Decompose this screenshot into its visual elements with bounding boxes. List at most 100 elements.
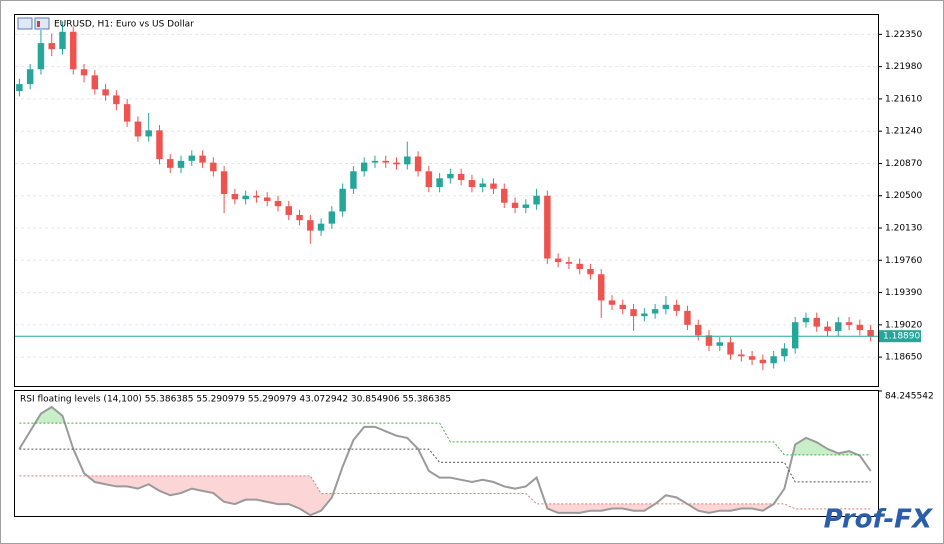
- candle-body: [511, 202, 519, 208]
- rsi-line: [18, 405, 872, 517]
- candle-body: [80, 69, 88, 76]
- candle-body: [145, 130, 152, 137]
- y-tick-label: 84.245542: [885, 392, 934, 402]
- candle-body: [188, 155, 196, 161]
- candle-body: [123, 104, 131, 122]
- candle-body: [16, 84, 23, 92]
- candle-body: [845, 322, 853, 325]
- candle-body: [220, 171, 228, 195]
- candle-body: [360, 162, 368, 172]
- candle-body: [791, 322, 799, 349]
- candle-body: [48, 43, 55, 50]
- chart-title: EURUSD, H1: Euro vs US Dollar: [54, 20, 194, 30]
- current-price-box: [879, 330, 921, 343]
- level-line: [19, 422, 871, 456]
- candle-body: [404, 156, 411, 165]
- candle-body: [554, 258, 562, 263]
- candle-body: [26, 69, 34, 85]
- candle-body: [436, 178, 443, 188]
- candle-body: [339, 188, 346, 212]
- candle-body: [317, 223, 325, 231]
- candle-body: [867, 330, 874, 337]
- candle-body: [37, 43, 45, 70]
- y-tick-label: 1.21980: [885, 62, 922, 72]
- candle-body: [59, 31, 66, 50]
- candle-body: [414, 156, 422, 172]
- y-tick-label: 1.22350: [885, 30, 922, 40]
- indicator-title: RSI floating levels (14,100) 55.386385 5…: [20, 395, 451, 405]
- candle-body: [824, 326, 831, 331]
- candle-body: [738, 354, 745, 357]
- candle-body: [210, 162, 217, 172]
- y-tick-label: 1.21610: [885, 94, 922, 104]
- candle-body: [544, 195, 551, 259]
- y-tick-label: 1.19760: [885, 256, 922, 266]
- candle-body: [641, 313, 648, 317]
- rsi-pane: [14, 390, 879, 517]
- candle-body: [177, 160, 185, 168]
- candle-body: [382, 160, 389, 163]
- candle-body: [781, 348, 788, 357]
- candle-body: [263, 197, 271, 201]
- candle-body: [371, 160, 379, 163]
- candle-body: [576, 263, 583, 270]
- y-tick-label: 1.19020: [885, 320, 922, 330]
- y-tick-label: 1.20870: [885, 159, 922, 169]
- candle-body: [91, 75, 99, 90]
- current-price-label: 1.18890: [883, 332, 920, 342]
- candle-body: [285, 206, 292, 215]
- candle-body: [651, 309, 659, 314]
- candle-body: [748, 356, 756, 360]
- candle-body: [468, 180, 476, 188]
- candle-body: [479, 183, 486, 188]
- candle-body: [835, 322, 842, 331]
- candle-body: [296, 214, 303, 221]
- symbol-icon: [17, 17, 50, 30]
- candle-body: [113, 95, 120, 105]
- logo: Prof-FX: [824, 505, 934, 535]
- candle-body: [662, 304, 670, 310]
- candle-body: [587, 269, 594, 275]
- candle-body: [274, 200, 282, 207]
- candle-body: [813, 317, 820, 327]
- candle-body: [156, 130, 163, 160]
- candle-body: [770, 356, 777, 364]
- candle-body: [70, 31, 77, 70]
- y-tick-label: 1.20500: [885, 191, 922, 201]
- y-tick-label: 1.20130: [885, 224, 922, 234]
- candle-body: [673, 304, 680, 311]
- candle-body: [727, 342, 734, 355]
- level-line: [19, 448, 871, 483]
- candle-body: [167, 159, 174, 168]
- candle-body: [447, 173, 454, 179]
- candle-body: [253, 195, 260, 198]
- candle-body: [242, 195, 249, 200]
- candle-body: [856, 324, 864, 331]
- candle-body: [307, 220, 314, 231]
- candle-body: [393, 162, 400, 165]
- candle-body: [134, 121, 142, 137]
- candle-body: [630, 309, 637, 317]
- candle-body: [490, 183, 497, 189]
- candle-body: [716, 342, 723, 346]
- candle-body: [598, 274, 605, 301]
- level-line: [19, 475, 871, 510]
- y-tick-label: 1.21240: [885, 127, 922, 137]
- candle-body: [684, 310, 691, 325]
- y-tick-label: 1.19390: [885, 288, 922, 298]
- main-pane: [14, 14, 879, 387]
- candle-body: [350, 171, 357, 189]
- candle-body: [199, 155, 206, 163]
- candle-body: [231, 194, 239, 200]
- candle-body: [533, 195, 540, 205]
- candle-body: [619, 304, 627, 310]
- candle-body: [608, 300, 616, 305]
- candle-body: [705, 335, 713, 346]
- candle-body: [759, 359, 767, 364]
- candle-body: [694, 324, 702, 336]
- candle-body: [328, 211, 336, 224]
- candle-body: [102, 89, 109, 96]
- candle-body: [522, 204, 530, 208]
- y-tick-label: 1.18650: [885, 353, 922, 363]
